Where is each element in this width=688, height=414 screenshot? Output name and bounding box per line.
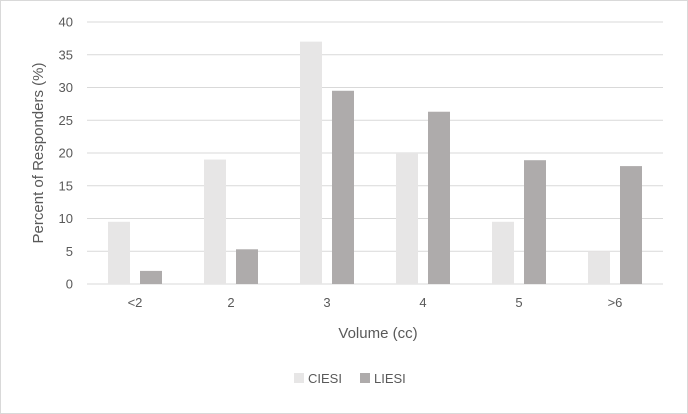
x-axis-title: Volume (cc): [338, 325, 417, 342]
bar-ciesi-3: [396, 153, 418, 284]
bar-liesi-1: [236, 249, 258, 284]
bar-liesi-5: [620, 166, 642, 284]
bar-liesi-4: [524, 160, 546, 284]
x-tick-label: 2: [227, 295, 234, 310]
y-tick-label: 20: [59, 146, 73, 161]
x-tick-label: 5: [515, 295, 522, 310]
x-tick-label: 3: [323, 295, 330, 310]
legend: CIESI LIESI: [294, 371, 406, 386]
y-tick-label: 30: [59, 80, 73, 95]
bar-ciesi-4: [492, 221, 514, 284]
bar-liesi-2: [332, 90, 354, 285]
gridlines: [87, 21, 663, 285]
y-tick-label: 40: [59, 15, 73, 30]
legend-swatch-liesi: [360, 373, 370, 383]
y-tick-label: 35: [59, 47, 73, 62]
x-tick-label: >6: [608, 295, 623, 310]
legend-swatch-ciesi: [294, 373, 304, 383]
x-tick-labels: <2 2 3 4 5 >6: [128, 295, 623, 310]
bar-ciesi-1: [204, 159, 226, 284]
y-tick-label: 25: [59, 113, 73, 128]
legend-label-liesi: LIESI: [374, 371, 406, 386]
bar-liesi-0: [140, 270, 162, 284]
y-tick-labels: 0 5 10 15 20 25 30 35 40: [59, 15, 73, 292]
bar-ciesi-2: [300, 41, 322, 285]
legend-label-ciesi: CIESI: [308, 371, 342, 386]
x-tick-label: <2: [128, 295, 143, 310]
bar-ciesi-5: [588, 251, 610, 284]
bars: [108, 41, 642, 285]
x-tick-label: 4: [419, 295, 426, 310]
y-tick-label: 10: [59, 211, 73, 226]
y-tick-label: 15: [59, 178, 73, 193]
y-axis-title: Percent of Responders (%): [30, 63, 47, 244]
bar-ciesi-0: [108, 221, 130, 284]
y-tick-label: 0: [66, 277, 73, 292]
y-tick-label: 5: [66, 244, 73, 259]
bar-liesi-3: [428, 111, 450, 284]
